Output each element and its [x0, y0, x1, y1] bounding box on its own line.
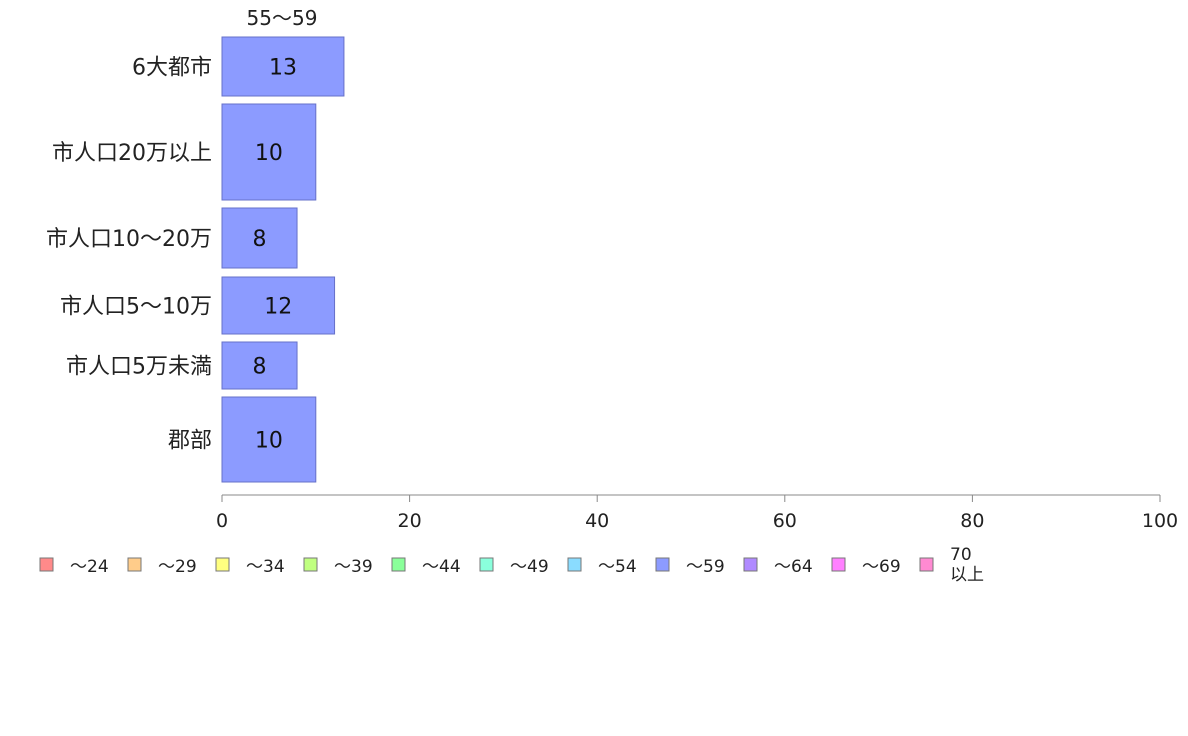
category-label: 市人口20万以上	[52, 141, 212, 166]
legend-swatch	[303, 557, 318, 572]
legend-swatch	[39, 557, 54, 572]
legend-swatch	[479, 557, 494, 572]
legend-label: 〜54	[598, 557, 637, 577]
legend-label: 〜64	[774, 557, 813, 577]
series-group-label: 55〜59	[247, 6, 318, 30]
data-label: 13	[269, 56, 297, 81]
legend-swatch	[567, 557, 582, 572]
x-tick-label: 80	[960, 510, 984, 532]
legend-swatch	[919, 557, 934, 572]
legend-label: 〜24	[70, 557, 109, 577]
legend-label: 〜44	[422, 557, 461, 577]
legend-label: 〜29	[158, 557, 197, 577]
legend-label: 〜34	[246, 557, 285, 577]
x-axis: 0 20 40 60 80 100	[216, 494, 1178, 532]
legend-swatch	[831, 557, 846, 572]
legend-label: 70 以上	[950, 545, 984, 585]
legend-label: 〜39	[334, 557, 373, 577]
legend-label: 〜59	[686, 557, 725, 577]
x-tick-label: 100	[1142, 510, 1178, 532]
bar	[221, 207, 298, 269]
bar	[221, 103, 317, 201]
bars-group: 6大都市 13 市人口20万以上 10 市人口10〜20万 8 市人口5〜10万 12 市人口5…	[46, 36, 345, 483]
data-label: 12	[264, 295, 292, 320]
legend: 〜24 〜29 〜34 〜39 〜44 〜49 〜54 〜59 〜64 〜69 70 以上	[39, 545, 984, 585]
x-tick-label: 0	[216, 510, 228, 532]
legend-swatch	[391, 557, 406, 572]
data-label: 10	[255, 429, 283, 454]
data-label: 10	[255, 141, 283, 166]
legend-label: 〜49	[510, 557, 549, 577]
legend-label: 〜69	[862, 557, 901, 577]
category-label: 6大都市	[132, 56, 212, 81]
data-label: 8	[253, 355, 267, 380]
bar	[221, 396, 317, 483]
bar	[221, 36, 345, 97]
legend-swatch	[743, 557, 758, 572]
category-label: 市人口5万未満	[66, 355, 212, 380]
data-label: 8	[253, 227, 267, 252]
bar	[221, 276, 336, 335]
x-tick-label: 40	[585, 510, 609, 532]
x-tick-label: 20	[398, 510, 422, 532]
bar	[221, 341, 298, 390]
legend-swatch	[215, 557, 230, 572]
legend-swatch	[127, 557, 142, 572]
legend-swatch	[655, 557, 670, 572]
category-label: 郡部	[168, 429, 212, 454]
x-tick-label: 60	[773, 510, 797, 532]
category-label: 市人口10〜20万	[46, 227, 212, 252]
category-label: 市人口5〜10万	[60, 295, 212, 320]
